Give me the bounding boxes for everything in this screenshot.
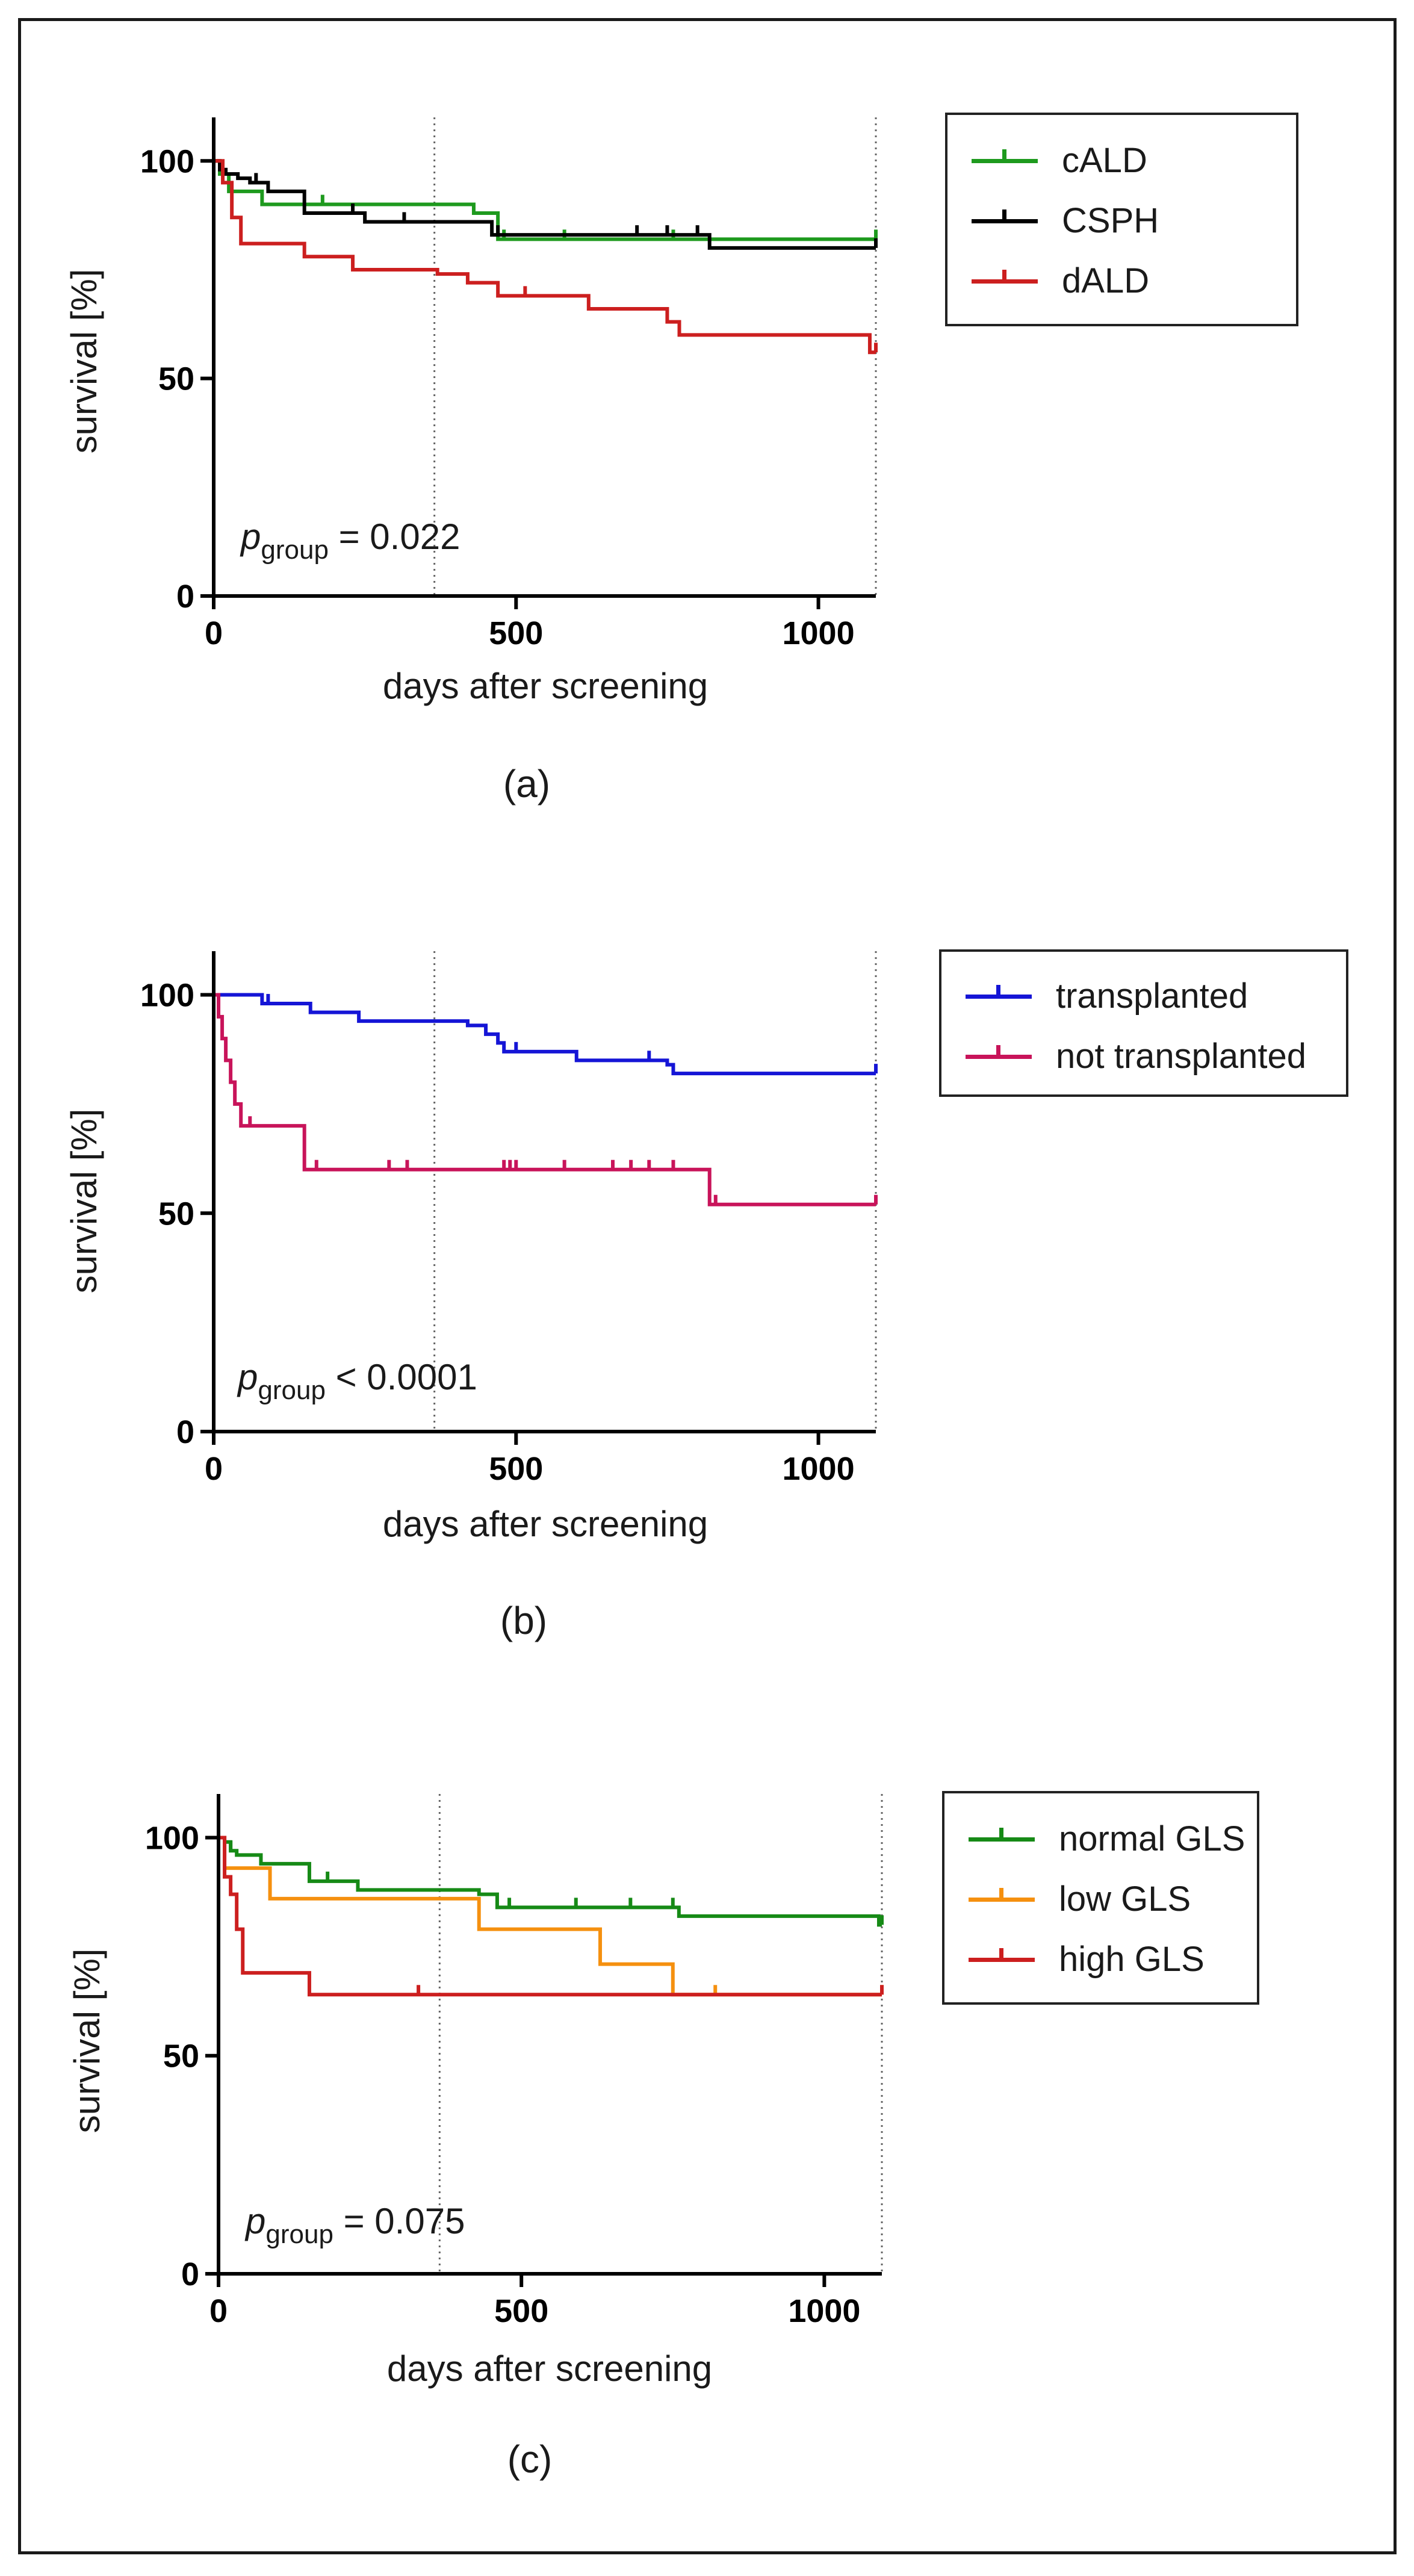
series-high-gls xyxy=(219,1836,884,1997)
p-value-annotation: pgroup < 0.0001 xyxy=(237,1357,477,1405)
legend-swatch xyxy=(969,1878,1035,1920)
x-tick-label: 1000 xyxy=(782,615,854,651)
y-axis-label: survival [%] xyxy=(67,1949,107,2134)
y-tick-label: 50 xyxy=(158,361,194,397)
p-subscript: group xyxy=(265,2220,333,2249)
p-subscript: group xyxy=(258,1376,326,1405)
legend-swatch xyxy=(972,259,1038,302)
legend-swatch xyxy=(966,975,1032,1017)
legend-label: transplanted xyxy=(1056,976,1248,1016)
legend-label: dALD xyxy=(1062,261,1150,300)
survival-curve xyxy=(219,1836,882,1927)
legend-swatch xyxy=(969,1817,1035,1860)
legend-tick xyxy=(1002,270,1006,282)
p-value-text: = 0.022 xyxy=(329,517,460,557)
p-symbol: p xyxy=(237,1357,258,1397)
y-tick-label: 0 xyxy=(176,579,194,615)
series-csph xyxy=(214,159,878,250)
x-axis-label: days after screening xyxy=(383,1504,708,1544)
x-tick-label: 1000 xyxy=(782,1451,854,1487)
survival-curve xyxy=(214,159,876,241)
legend-label: high GLS xyxy=(1059,1939,1205,1979)
series-transplanted xyxy=(214,993,878,1076)
legend-item: normal GLS xyxy=(969,1817,1245,1860)
survival-curve xyxy=(214,993,876,1206)
legend-tick xyxy=(1002,149,1006,161)
figure-frame xyxy=(18,18,1397,2554)
legend-label: not transplanted xyxy=(1056,1036,1306,1076)
x-tick-label: 500 xyxy=(489,1451,543,1487)
y-tick-label: 0 xyxy=(181,2256,199,2292)
p-value-text: = 0.075 xyxy=(333,2201,465,2241)
legend-panel-a: cALD CSPH dALD xyxy=(945,113,1298,326)
y-tick-label: 50 xyxy=(163,2038,199,2075)
y-tick-label: 100 xyxy=(140,143,194,179)
p-symbol: p xyxy=(240,517,261,557)
p-value-annotation: pgroup = 0.022 xyxy=(240,517,460,565)
legend-swatch xyxy=(972,199,1038,241)
legend-item: CSPH xyxy=(972,199,1159,241)
survival-curve xyxy=(214,993,876,1076)
legend-swatch xyxy=(972,139,1038,181)
x-tick-label: 500 xyxy=(494,2293,548,2329)
caption-panel-a: (a) xyxy=(503,762,551,805)
caption-panel-b: (b) xyxy=(500,1599,548,1642)
x-axis-label: days after screening xyxy=(387,2348,712,2389)
legend-tick xyxy=(1002,209,1006,222)
legend-tick xyxy=(999,1828,1003,1840)
legend-item: not transplanted xyxy=(966,1035,1306,1077)
legend-label: normal GLS xyxy=(1059,1819,1245,1858)
p-subscript: group xyxy=(261,535,329,565)
p-symbol: p xyxy=(244,2201,265,2241)
y-tick-label: 100 xyxy=(140,978,194,1014)
legend-label: CSPH xyxy=(1062,200,1159,240)
series-not-transplanted xyxy=(214,993,878,1206)
survival-curve xyxy=(219,1836,882,1997)
legend-item: low GLS xyxy=(969,1878,1191,1920)
p-value-text: < 0.0001 xyxy=(326,1357,477,1397)
x-tick-label: 0 xyxy=(209,2293,228,2329)
legend-item: transplanted xyxy=(966,975,1248,1017)
legend-swatch xyxy=(966,1035,1032,1077)
p-value-annotation: pgroup = 0.075 xyxy=(244,2201,465,2249)
legend-swatch xyxy=(969,1938,1035,1980)
legend-label: low GLS xyxy=(1059,1879,1191,1919)
y-axis-label: survival [%] xyxy=(64,269,104,454)
y-axis-label: survival [%] xyxy=(64,1109,104,1294)
legend-tick xyxy=(996,1045,1000,1057)
legend-tick xyxy=(999,1948,1003,1960)
x-tick-label: 0 xyxy=(205,1451,223,1487)
y-tick-label: 100 xyxy=(145,1820,199,1856)
caption-panel-c: (c) xyxy=(507,2438,553,2481)
series-dald xyxy=(214,159,878,355)
legend-panel-b: transplanted not transplanted xyxy=(939,949,1348,1097)
survival-curve xyxy=(214,159,876,355)
series-normal-gls xyxy=(219,1836,884,1927)
x-tick-label: 500 xyxy=(489,615,543,651)
x-tick-label: 0 xyxy=(205,615,223,651)
legend-panel-c: normal GLS low GLS high GLS xyxy=(942,1791,1259,2005)
legend-item: dALD xyxy=(972,259,1149,302)
y-tick-label: 0 xyxy=(176,1414,194,1450)
survival-curve xyxy=(214,159,876,250)
series-cald xyxy=(214,159,878,241)
legend-tick xyxy=(996,985,1000,997)
y-tick-label: 50 xyxy=(158,1196,194,1232)
x-axis-label: days after screening xyxy=(383,666,708,706)
legend-tick xyxy=(999,1888,1003,1900)
x-tick-label: 1000 xyxy=(788,2293,860,2329)
legend-item: cALD xyxy=(972,139,1147,181)
legend-label: cALD xyxy=(1062,140,1147,180)
legend-item: high GLS xyxy=(969,1938,1205,1980)
